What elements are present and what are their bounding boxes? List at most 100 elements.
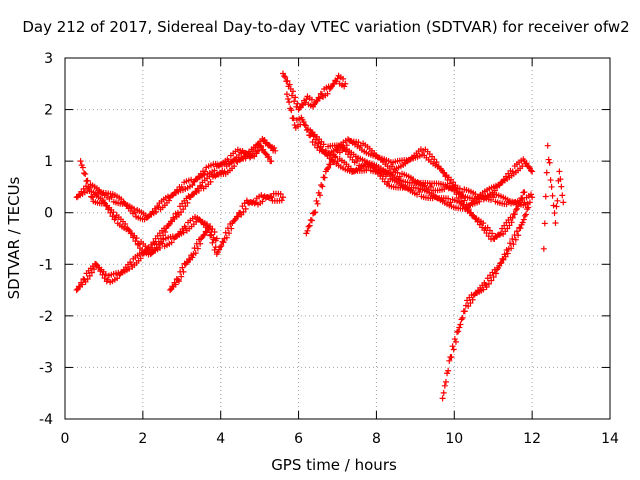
data-point [278, 197, 285, 204]
data-point [257, 142, 264, 149]
data-point [476, 198, 483, 205]
data-point [192, 250, 199, 257]
data-point [394, 169, 401, 176]
data-point [553, 203, 560, 210]
data-point [319, 146, 326, 153]
data-point [480, 220, 487, 227]
data-point [519, 163, 526, 170]
data-point [506, 240, 513, 247]
data-point [549, 192, 556, 199]
data-point [302, 99, 309, 106]
data-point [316, 192, 323, 199]
data-point [282, 74, 289, 81]
data-point [302, 122, 309, 129]
data-point [207, 232, 214, 239]
data-point [290, 115, 297, 122]
data-point [277, 190, 284, 197]
data-point [439, 395, 446, 402]
data-point [504, 225, 511, 232]
data-point [499, 225, 506, 232]
data-point [529, 194, 536, 201]
data-point [84, 177, 91, 184]
data-point [511, 211, 518, 218]
data-point [112, 214, 119, 221]
data-point [110, 209, 117, 216]
data-point [288, 107, 295, 114]
x-axis-label: GPS time / hours [271, 456, 397, 474]
data-point [450, 346, 457, 353]
data-point [285, 95, 292, 102]
data-point [99, 271, 106, 278]
data-point [314, 200, 321, 207]
data-point [182, 203, 189, 210]
data-point [523, 160, 530, 167]
data-point [445, 367, 452, 374]
data-point [234, 213, 241, 220]
data-point [79, 281, 86, 288]
data-point [288, 92, 295, 99]
data-point [508, 219, 515, 226]
data-point [280, 70, 286, 77]
data-point [440, 389, 447, 396]
y-tick-label: -3 [39, 360, 53, 376]
data-point [329, 158, 336, 165]
series-track-a [73, 135, 279, 223]
series-track-j [540, 142, 567, 252]
data-point [319, 183, 326, 190]
data-point [528, 191, 535, 198]
data-point [517, 199, 524, 206]
data-point [209, 239, 216, 246]
data-point [134, 241, 141, 248]
data-point [557, 176, 564, 183]
x-tick-label: 2 [138, 431, 147, 447]
data-point [525, 163, 532, 170]
y-tick-label: 2 [44, 103, 53, 119]
data-point [77, 158, 84, 165]
data-point [465, 303, 472, 310]
data-point [321, 174, 328, 181]
series-track-c [167, 190, 286, 294]
data-point [467, 300, 474, 307]
data-point [81, 170, 88, 177]
data-point [259, 198, 266, 205]
data-point [118, 196, 125, 203]
data-point [332, 154, 339, 161]
data-point [509, 214, 516, 221]
data-point [515, 232, 522, 239]
data-point [298, 101, 305, 108]
data-point [286, 81, 293, 88]
data-point [286, 99, 293, 106]
data-point [455, 328, 462, 335]
data-point [310, 132, 317, 139]
data-point [456, 324, 463, 331]
data-point [520, 216, 527, 223]
data-point [73, 287, 80, 294]
data-point [122, 221, 129, 228]
data-point [133, 235, 140, 242]
data-point [446, 180, 453, 187]
x-tick-label: 10 [445, 431, 463, 447]
data-point [180, 206, 187, 213]
data-point [91, 266, 98, 273]
data-point [453, 191, 460, 198]
data-point [516, 200, 523, 207]
data-point [457, 321, 464, 328]
data-point [316, 95, 323, 102]
data-point [441, 382, 448, 389]
data-point [556, 168, 563, 175]
data-point [320, 141, 327, 148]
data-point [540, 245, 547, 252]
data-point [254, 148, 261, 155]
data-point [231, 163, 238, 170]
data-point [523, 211, 530, 218]
data-point [459, 193, 466, 200]
data-point [469, 296, 476, 303]
x-tick-label: 0 [61, 431, 70, 447]
x-tick-label: 14 [601, 431, 619, 447]
data-point [84, 275, 91, 282]
y-tick-label: 0 [44, 206, 53, 222]
data-point [271, 145, 278, 152]
data-point [550, 202, 557, 209]
data-point [203, 221, 210, 228]
data-point [528, 167, 535, 174]
